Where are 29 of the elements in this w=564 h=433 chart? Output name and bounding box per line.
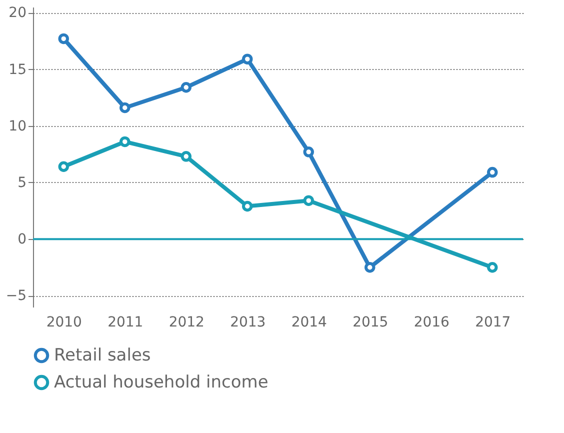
- x-tick-label: 2011: [108, 314, 144, 330]
- x-tick-label: 2017: [475, 314, 511, 330]
- y-tick-label: −5: [6, 288, 26, 304]
- legend-label: Actual household income: [54, 372, 268, 392]
- x-tick-label: 2014: [291, 314, 328, 330]
- point: [487, 262, 498, 273]
- point: [120, 136, 130, 148]
- x-tick-label: 2010: [46, 314, 82, 330]
- x-tick-label: 2016: [414, 314, 450, 330]
- point: [58, 33, 69, 44]
- x-tick-label: 2012: [168, 314, 204, 330]
- point: [303, 195, 314, 206]
- point: [180, 82, 192, 93]
- legend-label: Retail sales: [54, 346, 151, 366]
- x-tick-label: 2013: [230, 314, 266, 330]
- point: [180, 151, 192, 162]
- y-tick-label: 10: [8, 118, 26, 134]
- y-tick-label: 0: [18, 232, 26, 248]
- y-tick-label: 20: [8, 5, 26, 22]
- point: [303, 146, 314, 158]
- point: [242, 54, 253, 64]
- point: [242, 200, 253, 212]
- y-tick-label: 15: [8, 62, 26, 78]
- point: [58, 161, 69, 172]
- point: [364, 262, 376, 273]
- point: [120, 102, 130, 114]
- x-tick-label: 2015: [352, 314, 388, 330]
- y-tick-label: 5: [18, 174, 26, 191]
- point: [487, 166, 498, 178]
